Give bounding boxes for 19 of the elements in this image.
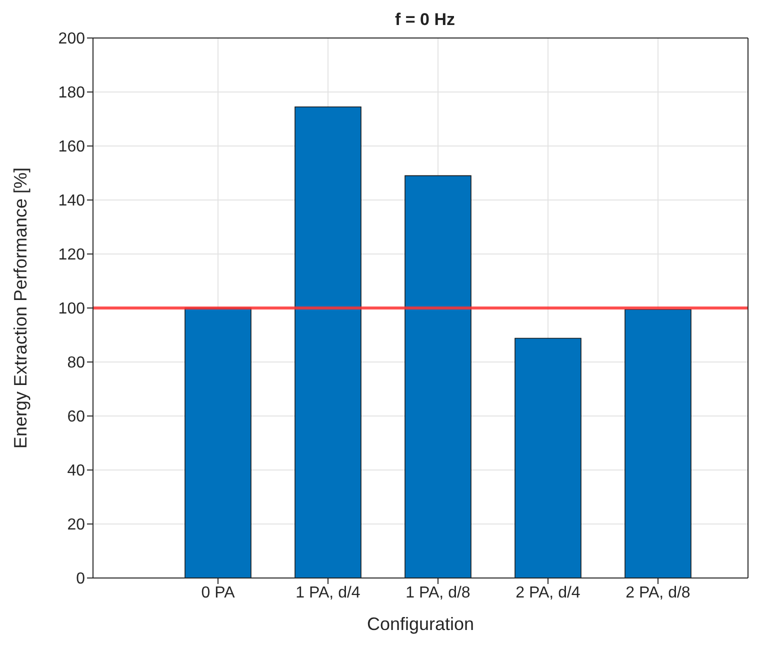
y-tick-label: 100 [58, 300, 86, 318]
y-tick-label: 180 [58, 84, 86, 102]
x-tick-label: 2 PA, d/4 [516, 584, 580, 602]
x-tick-label: 2 PA, d/8 [626, 584, 690, 602]
x-tick-label: 1 PA, d/4 [296, 584, 360, 602]
y-tick-label: 200 [58, 30, 86, 48]
y-tick-label: 160 [58, 138, 86, 156]
x-tick-label: 1 PA, d/8 [406, 584, 470, 602]
y-tick-label: 120 [58, 246, 86, 264]
y-tick-label: 40 [67, 462, 86, 480]
y-tick-label: 60 [67, 408, 86, 426]
y-tick-label: 140 [58, 192, 86, 210]
chart-title: f = 0 Hz [394, 10, 456, 30]
y-tick-label: 20 [67, 516, 86, 534]
x-axis-title: Configuration [366, 614, 474, 634]
x-tick-label: 0 PA [201, 584, 236, 602]
y-tick-label: 80 [67, 354, 86, 372]
y-axis-title: Energy Extraction Performance [%] [10, 167, 30, 449]
y-tick-label: 0 [76, 570, 86, 588]
